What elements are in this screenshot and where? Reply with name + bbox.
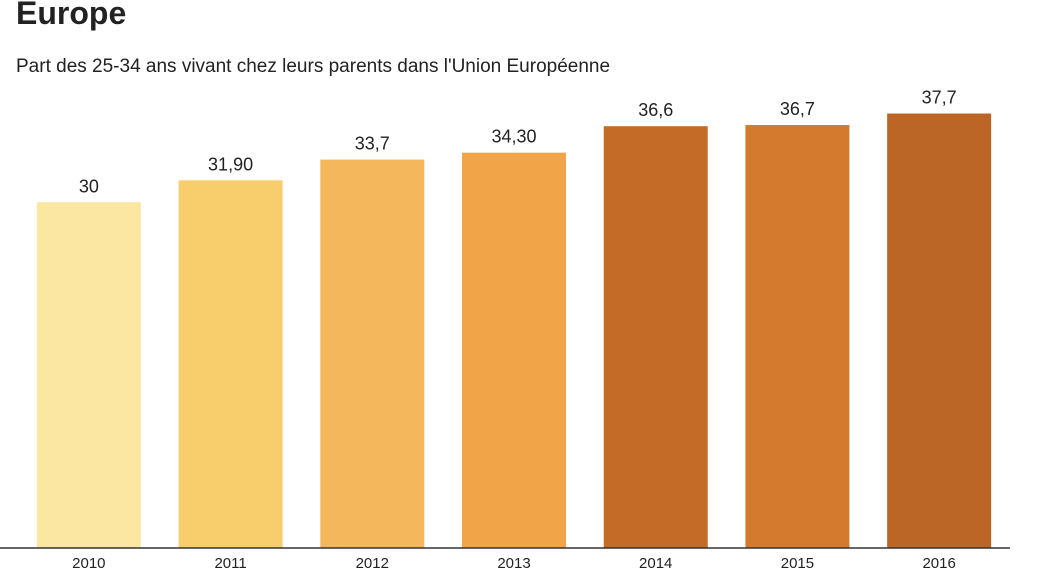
- chart-title: Europe: [16, 0, 126, 31]
- bar: [603, 126, 708, 548]
- bar: [745, 125, 850, 548]
- bar: [36, 202, 141, 548]
- x-tick-label: 2013: [497, 555, 530, 572]
- bar: [320, 159, 425, 549]
- value-label: 34,30: [491, 127, 536, 147]
- chart-subtitle: Part des 25-34 ans vivant chez leurs par…: [16, 56, 610, 77]
- value-label: 37,7: [922, 88, 957, 108]
- bar: [887, 113, 992, 548]
- x-tick-label: 2011: [214, 555, 246, 572]
- bar: [462, 152, 566, 548]
- value-label: 36,6: [638, 100, 673, 120]
- value-label: 31,90: [208, 154, 253, 174]
- x-tick-label: 2012: [356, 555, 389, 572]
- bar: [178, 180, 283, 549]
- value-label: 33,7: [355, 134, 390, 154]
- x-tick-label: 2016: [922, 555, 955, 572]
- x-tick-label: 2010: [72, 555, 105, 572]
- value-label: 36,7: [780, 99, 815, 119]
- value-label: 30: [79, 176, 99, 196]
- x-tick-label: 2015: [781, 555, 814, 572]
- x-tick-label: 2014: [639, 555, 672, 572]
